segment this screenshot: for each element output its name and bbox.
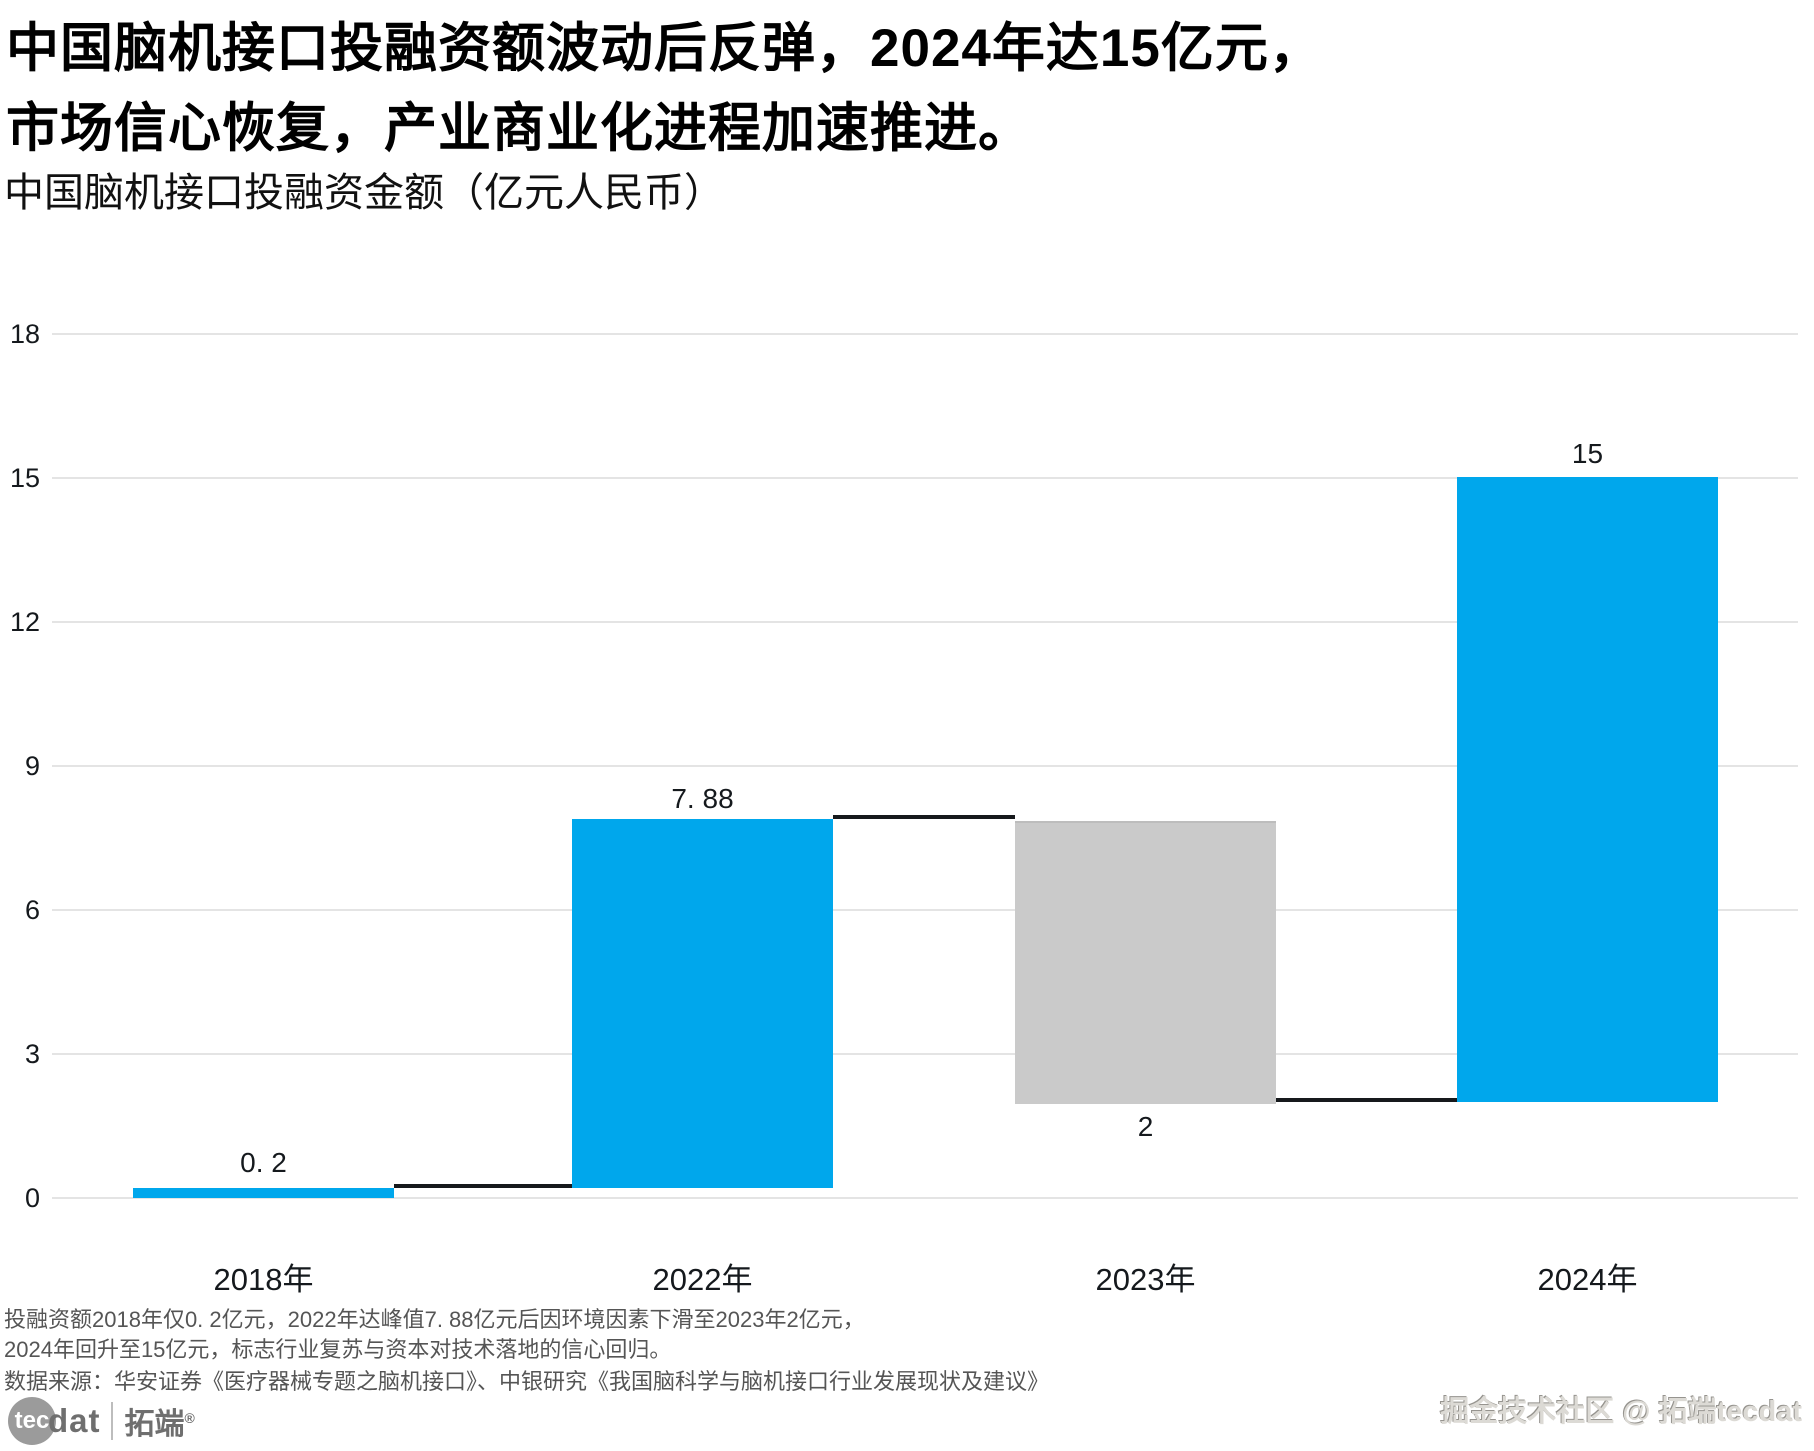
- logo-divider: [110, 1402, 113, 1440]
- connector-2018-2022: [394, 1184, 572, 1188]
- community-watermark: 掘金技术社区 @ 拓端tecdat: [1440, 1396, 1802, 1428]
- footer-note-line2: 2024年回升至15亿元，标志行业复苏与资本对技术落地的信心回归。: [4, 1337, 672, 1362]
- gridline-3: [52, 1053, 1798, 1055]
- gridline-6: [52, 909, 1798, 911]
- x-tick-label-2022: 2022年: [652, 1262, 753, 1297]
- data-source-line: 数据来源：华安证券《医疗器械专题之脑机接口》、中银研究《我国脑科学与脑机接口行业…: [4, 1369, 1050, 1394]
- y-tick-label-12: 12: [9, 607, 40, 637]
- gridline-0: [52, 1197, 1798, 1199]
- page-title-line2: 市场信心恢复，产业商业化进程加速推进。: [6, 99, 1032, 158]
- x-tick-label-2018: 2018年: [213, 1262, 314, 1297]
- tecdat-logo: tec dat 拓端®: [8, 1396, 195, 1446]
- connector-2022-2023: [833, 815, 1015, 819]
- tecdat-logo-circle: tec: [8, 1397, 56, 1445]
- gridline-9: [52, 765, 1798, 767]
- y-tick-label-6: 6: [24, 895, 40, 925]
- bar-value-label-2018: 0. 2: [240, 1147, 287, 1178]
- footer-note-line1: 投融资额2018年仅0. 2亿元，2022年达峰值7. 88亿元后因环境因素下滑…: [4, 1307, 865, 1332]
- page-title-line1: 中国脑机接口投融资额波动后反弹，2024年达15亿元，: [6, 19, 1323, 78]
- y-tick-label-15: 15: [9, 463, 40, 493]
- connector-2023-2024: [1276, 1098, 1457, 1102]
- chart-subtitle: 中国脑机接口投融资金额（亿元人民币）: [4, 171, 724, 215]
- registered-mark: ®: [184, 1410, 195, 1426]
- x-tick-label-2023: 2023年: [1095, 1262, 1196, 1297]
- bar-2023: [1015, 821, 1276, 1104]
- gridline-18: [52, 333, 1798, 335]
- tecdat-logo-dat-text: dat: [48, 1402, 101, 1439]
- tecdat-logo-chinese-text: 拓端®: [125, 1399, 195, 1443]
- gridline-15: [52, 477, 1798, 479]
- y-tick-label-3: 3: [24, 1039, 40, 1069]
- bar-2018: [133, 1188, 394, 1198]
- bar-2024: [1457, 477, 1718, 1102]
- bar-value-label-2022: 7. 88: [671, 783, 734, 814]
- y-tick-label-9: 9: [24, 751, 40, 781]
- logo-cn-text: 拓端: [124, 1408, 185, 1441]
- y-tick-label-18: 18: [9, 319, 40, 349]
- bar-value-label-2023: 2: [1137, 1111, 1154, 1142]
- x-tick-label-2024: 2024年: [1537, 1262, 1638, 1297]
- bar-2022: [572, 819, 833, 1188]
- gridline-12: [52, 621, 1798, 623]
- bar-value-label-2024: 15: [1571, 438, 1604, 469]
- y-tick-label-0: 0: [24, 1183, 40, 1213]
